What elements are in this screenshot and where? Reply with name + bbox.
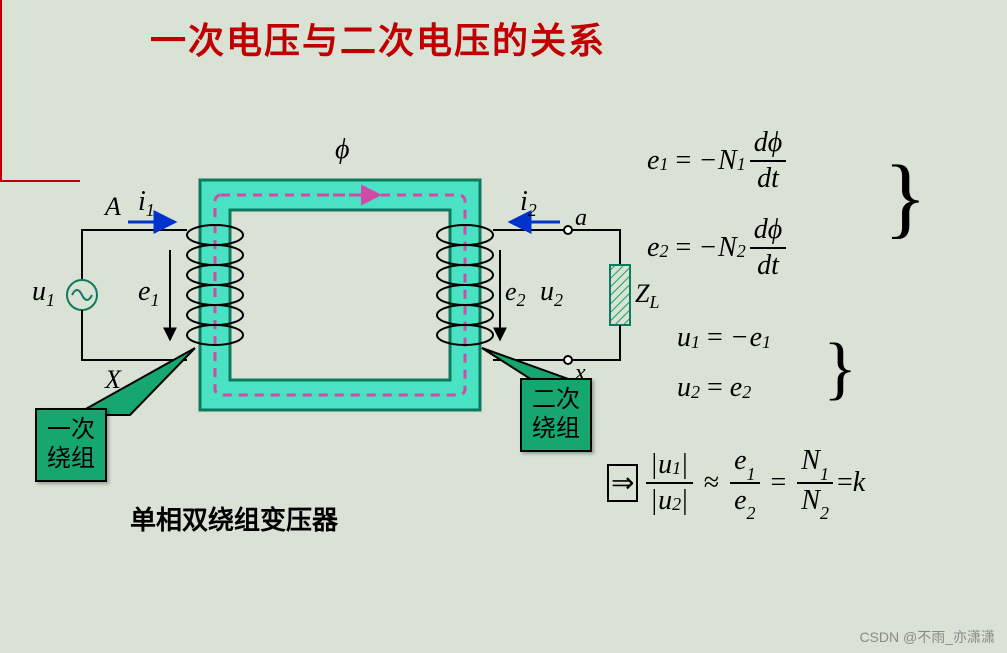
flux-loop [215,195,465,395]
e2-label: e2 [505,277,526,310]
eq-e2: e2 = − N2 dϕ dt [647,213,977,282]
brace-2-icon: } [823,344,857,393]
u2-label: u2 [540,276,563,310]
brace-1-icon: } [884,166,927,229]
formulas-block: e1 = − N1 dϕ dt e2 = − N2 dϕ dt } [647,120,977,527]
primary-callout: 一次 绕组 [35,408,107,482]
eq-e1: e1 = − N1 dϕ dt [647,126,977,195]
transformer-svg: ϕ [20,130,660,530]
load-impedance [610,265,630,325]
implies-icon: ⇒ [607,464,638,502]
primary-callout-text: 一次 绕组 [47,417,95,472]
secondary-callout: 二次 绕组 [520,378,592,452]
e1-label: e1 [138,276,159,310]
primary-callout-pointer [75,348,195,415]
secondary-callout-text: 二次 绕组 [532,387,580,442]
slide: 一次电压与二次电压的关系 ϕ [0,0,1007,653]
watermark: CSDN @不雨_亦潇潇 [859,627,995,647]
diagram-caption: 单相双绕组变压器 [130,500,338,537]
eq-ratio: ⇒ u1 u2 ≈ e1 e2 = N1 N2 = k [607,444,977,520]
flux-label: ϕ [335,134,350,165]
u1-label: u1 [32,276,55,310]
i1-label: i1 [138,186,155,220]
i2-label: i2 [520,186,537,220]
terminal-a: a [575,205,587,231]
transformer-diagram: ϕ [20,130,660,530]
terminal-A: A [103,192,121,221]
red-rule-vertical [0,0,2,180]
page-title: 一次电压与二次电压的关系 [150,12,606,64]
